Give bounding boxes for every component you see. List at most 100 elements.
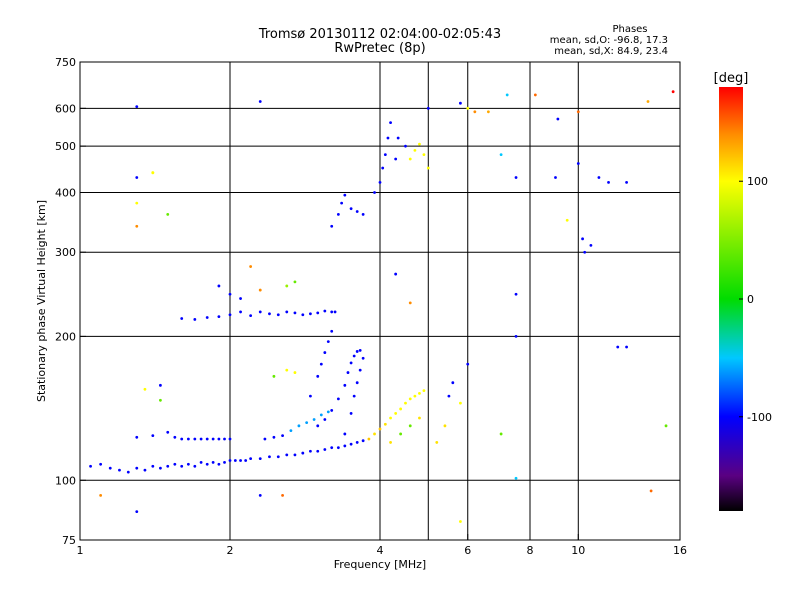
data-point (607, 180, 610, 184)
x-tick-label: 6 (464, 544, 471, 557)
x-axis-label: Frequency [MHz] (334, 558, 426, 571)
data-point (316, 449, 320, 453)
data-point (173, 462, 177, 466)
data-point (473, 110, 477, 114)
x-tick-label: 4 (377, 544, 384, 557)
data-point (426, 106, 430, 110)
data-point (381, 166, 385, 170)
data-point (514, 476, 518, 480)
data-point (583, 250, 587, 254)
y-tick-label: 500 (55, 140, 76, 153)
chart-title: Tromsø 20130112 02:04:00-02:05:43 (258, 27, 502, 42)
data-point (217, 315, 221, 319)
data-point (330, 409, 334, 412)
y-tick-label: 75 (62, 534, 76, 547)
data-point (399, 432, 403, 436)
data-point (625, 180, 628, 184)
data-point (312, 418, 316, 421)
data-point (554, 176, 557, 179)
chart-subtitle: RwPretec (8p) (334, 41, 426, 56)
data-point (89, 464, 92, 468)
data-point (293, 311, 297, 315)
data-point (258, 288, 262, 292)
data-point (301, 313, 305, 317)
data-point (355, 441, 359, 444)
colorbar-label: [deg] (714, 71, 749, 86)
colorbar-tick-label: -100 (747, 411, 772, 424)
data-point (323, 418, 327, 421)
x-tick-label: 8 (527, 544, 534, 557)
data-point (330, 446, 334, 450)
data-point (309, 394, 312, 398)
data-point (404, 401, 407, 405)
data-point (514, 176, 518, 179)
y-tick-label: 600 (55, 102, 76, 115)
data-point (422, 389, 426, 393)
data-point (589, 244, 593, 247)
y-tick-label: 200 (55, 330, 76, 343)
data-point (228, 292, 232, 296)
data-point (616, 345, 620, 349)
colorbar-tick-label: 100 (747, 175, 768, 188)
data-point (499, 432, 503, 436)
data-point (346, 371, 350, 374)
data-point (319, 362, 323, 366)
data-point (143, 387, 147, 391)
data-point (239, 310, 242, 314)
data-point (135, 201, 139, 205)
colorbar: 100 0 -100 [deg] (714, 71, 772, 511)
data-point (193, 318, 197, 321)
x-tick-label: 2 (227, 544, 234, 557)
data-point (565, 218, 569, 222)
data-point (276, 313, 280, 317)
data-point (389, 441, 392, 444)
data-point (258, 100, 262, 103)
data-point (378, 180, 382, 184)
data-point (625, 345, 628, 349)
data-point (249, 457, 253, 461)
data-point (533, 93, 537, 97)
data-point (135, 510, 139, 513)
data-point (349, 207, 353, 211)
data-point (323, 448, 327, 451)
data-point (228, 437, 232, 441)
data-point (228, 313, 232, 317)
data-point (358, 368, 362, 372)
data-point (99, 462, 103, 466)
data-point (352, 394, 356, 398)
data-point (99, 493, 103, 497)
data-point (581, 237, 584, 241)
data-point (451, 381, 455, 385)
data-point (576, 110, 580, 114)
data-point (597, 176, 601, 179)
data-point (199, 460, 203, 464)
x-tick-label: 16 (673, 544, 687, 557)
data-point (151, 171, 155, 175)
x-tick-label: 10 (571, 544, 585, 557)
data-point (135, 435, 139, 439)
data-point (258, 457, 262, 461)
data-point (281, 434, 284, 438)
data-point (199, 437, 203, 441)
data-point (340, 201, 344, 205)
data-point (394, 272, 398, 276)
data-point (223, 437, 226, 441)
data-point (355, 210, 359, 213)
data-point (355, 350, 359, 353)
data-point (447, 394, 451, 398)
data-point (426, 166, 430, 170)
data-point (233, 459, 237, 462)
data-point (394, 412, 398, 415)
data-point (664, 424, 668, 428)
phases-title: Phases (612, 24, 648, 35)
data-point (408, 397, 412, 401)
data-point (301, 451, 305, 455)
data-point (413, 148, 417, 152)
data-point (343, 444, 347, 448)
data-point (373, 432, 376, 436)
data-point (336, 397, 340, 401)
y-tick-label: 100 (55, 474, 76, 487)
data-point (159, 383, 162, 387)
data-point (258, 310, 262, 314)
